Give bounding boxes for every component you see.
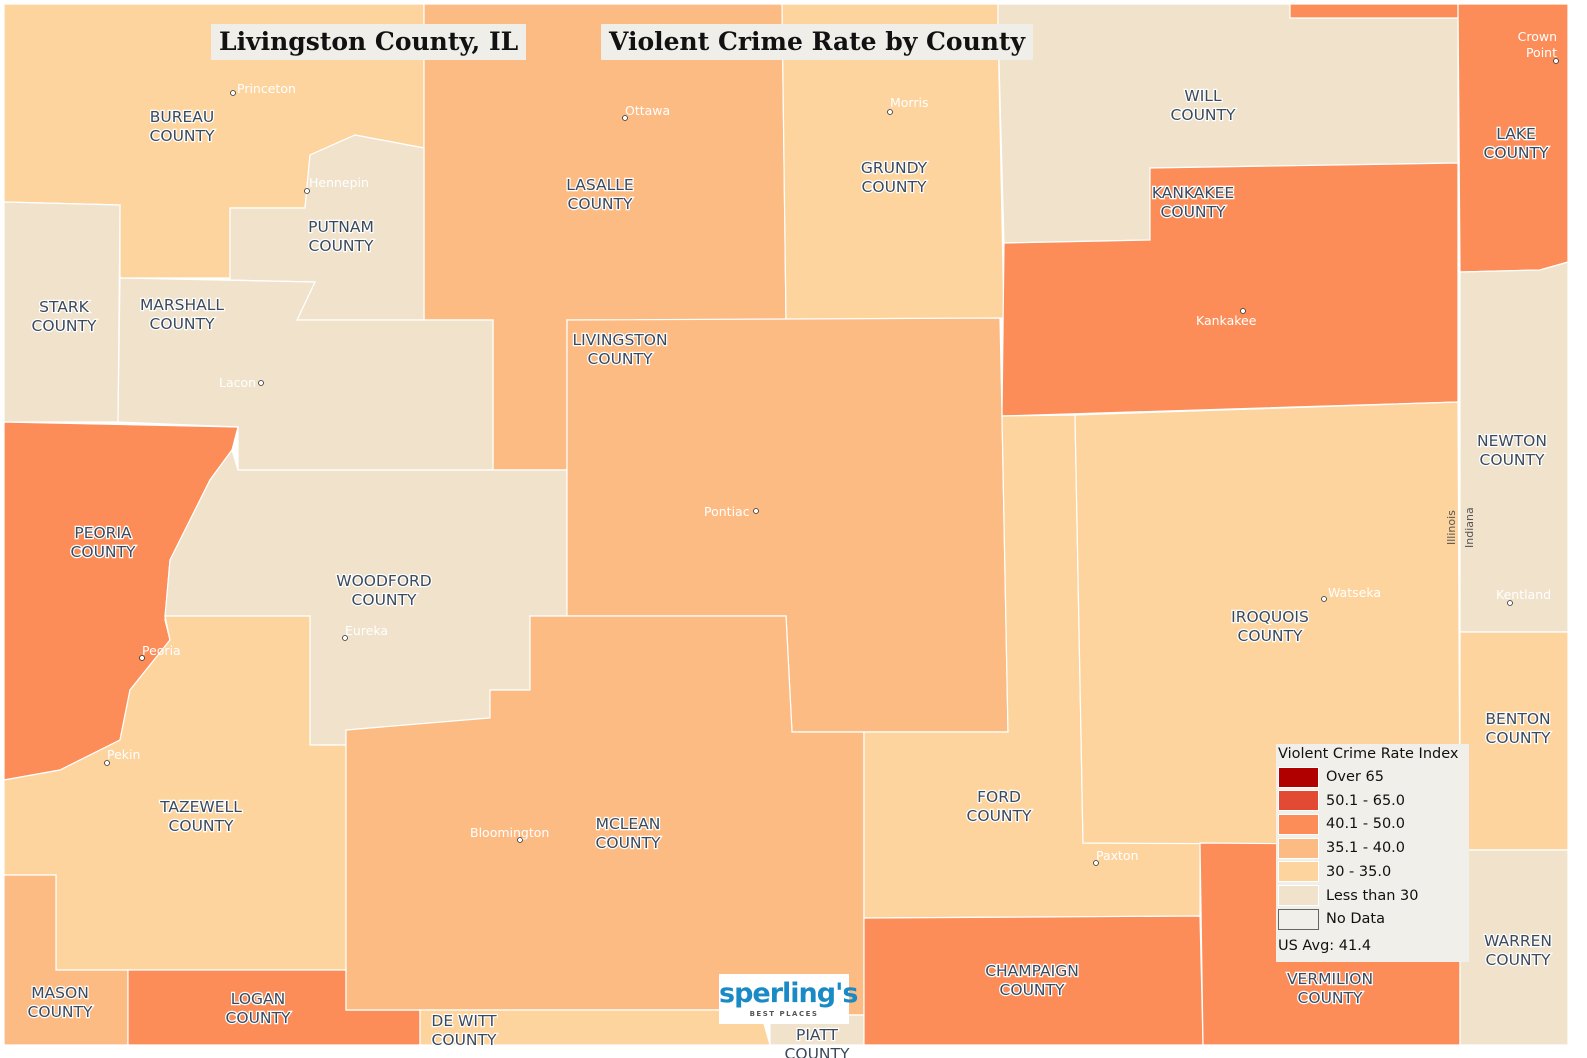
- legend-swatch: [1278, 837, 1319, 859]
- county-label: PIATT COUNTY: [785, 1026, 850, 1058]
- county-label: NEWTON COUNTY: [1477, 432, 1547, 469]
- legend-swatch: [1278, 790, 1319, 812]
- legend-swatch: [1278, 766, 1319, 788]
- legend-item: Over 65: [1278, 766, 1384, 788]
- county-label: WARREN COUNTY: [1484, 932, 1552, 969]
- county-label: PEORIA COUNTY: [71, 524, 136, 561]
- legend-item: Less than 30: [1278, 885, 1418, 907]
- city-marker: [104, 760, 110, 766]
- city-label: Bloomington: [470, 825, 549, 840]
- state-label-indiana: Indiana: [1463, 507, 1476, 548]
- legend: Violent Crime Rate Index Over 65 50.1 - 6…: [1276, 744, 1469, 962]
- city-marker: [517, 837, 523, 843]
- map-title-metric: Violent Crime Rate by County: [601, 24, 1034, 60]
- city-marker: [622, 115, 628, 121]
- city-marker: [139, 655, 145, 661]
- legend-label: 50.1 - 65.0: [1326, 792, 1406, 809]
- county-label: DE WITT COUNTY: [431, 1012, 497, 1049]
- county-label: MASON COUNTY: [28, 984, 93, 1021]
- city-marker: [304, 188, 310, 194]
- city-label: Pekin: [107, 747, 140, 762]
- city-label: Lacon: [219, 375, 256, 390]
- legend-item: 30 - 35.0: [1278, 861, 1391, 883]
- legend-title: Violent Crime Rate Index: [1278, 746, 1459, 762]
- county-label: CHAMPAIGN COUNTY: [985, 962, 1079, 999]
- county-grundy[interactable]: [781, 3, 1005, 321]
- city-marker: [1507, 600, 1513, 606]
- county-label: TAZEWELL COUNTY: [159, 798, 242, 835]
- us-average: US Avg: 41.4: [1278, 938, 1372, 954]
- county-label: MCLEAN COUNTY: [596, 815, 661, 852]
- city-label: Ottawa: [625, 103, 670, 118]
- county-label: LIVINGSTON COUNTY: [572, 331, 667, 368]
- city-label: Eureka: [345, 623, 388, 638]
- county-label: LASALLE COUNTY: [566, 176, 633, 213]
- county-label: VERMILION COUNTY: [1287, 970, 1373, 1007]
- legend-label: 40.1 - 50.0: [1326, 816, 1406, 833]
- city-marker: [1093, 860, 1099, 866]
- legend-swatch: [1278, 908, 1319, 930]
- city-label: Peoria: [142, 643, 181, 658]
- sperlings-logo: sperling's BEST PLACES: [719, 974, 858, 1024]
- legend-swatch: [1278, 861, 1319, 883]
- city-label: Pontiac: [704, 504, 750, 519]
- city-marker: [887, 109, 893, 115]
- county-label: LAKE COUNTY: [1484, 125, 1549, 162]
- legend-item: No Data: [1278, 908, 1385, 930]
- legend-item: 40.1 - 50.0: [1278, 813, 1405, 835]
- county-label: STARK COUNTY: [32, 298, 97, 335]
- city-marker: [1321, 596, 1327, 602]
- county-label: PUTNAM COUNTY: [308, 218, 374, 255]
- county-label: GRUNDY COUNTY: [861, 159, 928, 196]
- legend-swatch: [1278, 885, 1319, 906]
- county-label: IROQUOIS COUNTY: [1231, 608, 1309, 645]
- city-marker: [1240, 308, 1246, 314]
- county-label: WOODFORD COUNTY: [336, 572, 432, 609]
- city-label: Princeton: [237, 81, 296, 96]
- city-label: Paxton: [1096, 848, 1139, 863]
- legend-label: Less than 30: [1326, 887, 1419, 904]
- county-warren[interactable]: [1459, 849, 1569, 1046]
- city-label: Crown Point: [1518, 29, 1557, 60]
- county-label: MARSHALL COUNTY: [140, 296, 224, 333]
- county-unnamed[interactable]: [1289, 3, 1459, 19]
- county-label: BUREAU COUNTY: [150, 108, 215, 145]
- city-label: Watseka: [1328, 585, 1381, 600]
- county-label: FORD COUNTY: [967, 788, 1032, 825]
- legend-item: 35.1 - 40.0: [1278, 837, 1405, 859]
- legend-label: Over 65: [1326, 769, 1384, 785]
- state-label-illinois: Illinois: [1445, 510, 1458, 545]
- city-marker: [230, 90, 236, 96]
- city-label: Kentland: [1496, 587, 1551, 602]
- city-label: Morris: [890, 95, 928, 110]
- city-marker: [753, 508, 759, 514]
- map-title-county: Livingston County, IL: [211, 24, 527, 60]
- legend-label: 35.1 - 40.0: [1326, 840, 1406, 857]
- legend-item: 50.1 - 65.0: [1278, 790, 1405, 812]
- legend-label: No Data: [1326, 911, 1385, 928]
- city-marker: [1553, 58, 1559, 64]
- county-label: KANKAKEE COUNTY: [1152, 184, 1234, 221]
- legend-swatch: [1278, 813, 1319, 835]
- county-label: BENTON COUNTY: [1485, 710, 1551, 747]
- city-label: Kankakee: [1196, 313, 1257, 328]
- county-label: LOGAN COUNTY: [226, 990, 291, 1027]
- city-marker: [258, 380, 264, 386]
- county-label: WILL COUNTY: [1171, 87, 1236, 124]
- city-label: Hennepin: [309, 175, 369, 190]
- legend-label: 30 - 35.0: [1326, 863, 1392, 880]
- city-marker: [342, 635, 348, 641]
- county-newton[interactable]: [1459, 261, 1569, 633]
